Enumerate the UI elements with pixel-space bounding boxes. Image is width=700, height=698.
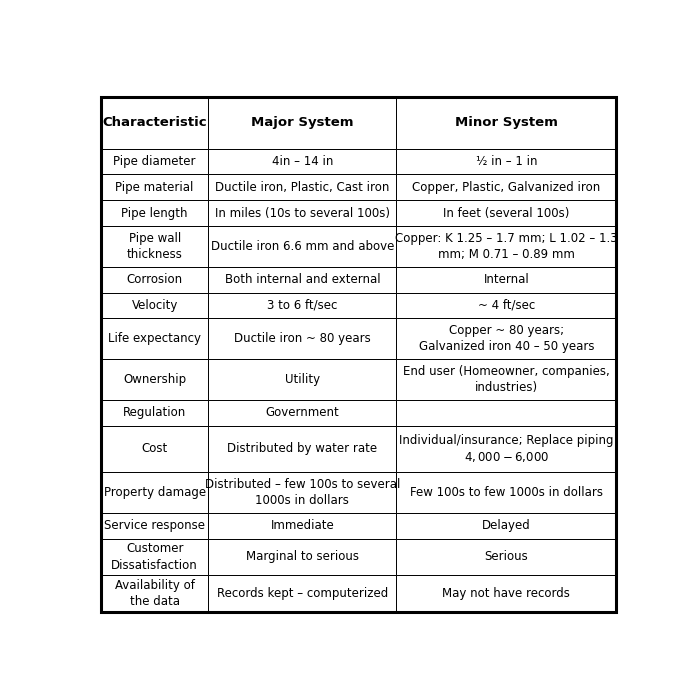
Text: Both internal and external: Both internal and external [225,273,380,286]
Bar [209,318,396,359]
Bar [209,97,396,149]
Bar [209,174,396,200]
Text: Pipe diameter: Pipe diameter [113,155,196,168]
Text: 4in – 14 in: 4in – 14 in [272,155,333,168]
Text: Pipe wall
thickness: Pipe wall thickness [127,232,183,261]
Bar [209,292,396,318]
Bar [396,149,617,174]
Bar [209,400,396,426]
Text: Availability of
the data: Availability of the data [115,579,195,608]
Text: Immediate: Immediate [270,519,334,533]
Bar [396,200,617,226]
Bar [101,226,209,267]
Text: Marginal to serious: Marginal to serious [246,551,359,563]
Bar [396,226,617,267]
Bar [101,539,209,575]
Bar [209,359,396,400]
Text: Characteristic: Characteristic [102,117,207,129]
Bar [101,292,209,318]
Text: Records kept – computerized: Records kept – computerized [217,587,388,600]
Text: Pipe material: Pipe material [116,181,194,194]
Bar [209,472,396,513]
Text: Copper ~ 80 years;
Galvanized iron 40 – 50 years: Copper ~ 80 years; Galvanized iron 40 – … [419,324,594,353]
Bar [209,267,396,292]
Text: 3 to 6 ft/sec: 3 to 6 ft/sec [267,299,337,312]
Bar [396,426,617,472]
Text: Internal: Internal [484,273,529,286]
Text: Copper: K 1.25 – 1.7 mm; L 1.02 – 1.3
mm; M 0.71 – 0.89 mm: Copper: K 1.25 – 1.7 mm; L 1.02 – 1.3 mm… [395,232,617,261]
Text: Velocity: Velocity [132,299,178,312]
Bar [396,318,617,359]
Bar [101,267,209,292]
Bar [101,174,209,200]
Bar [396,267,617,292]
Bar [209,226,396,267]
Text: Service response: Service response [104,519,205,533]
Bar [396,539,617,575]
Text: In miles (10s to several 100s): In miles (10s to several 100s) [215,207,390,220]
Text: Customer
Dissatisfaction: Customer Dissatisfaction [111,542,198,572]
Text: Major System: Major System [251,117,354,129]
Text: ½ in – 1 in: ½ in – 1 in [476,155,537,168]
Text: Utility: Utility [285,373,320,386]
Text: Distributed – few 100s to several
1000s in dollars: Distributed – few 100s to several 1000s … [204,478,400,507]
Bar [101,318,209,359]
Bar [209,200,396,226]
Text: Serious: Serious [484,551,528,563]
Bar [209,513,396,539]
Bar [396,174,617,200]
Bar [101,400,209,426]
Text: Ductile iron 6.6 mm and above: Ductile iron 6.6 mm and above [211,240,394,253]
Text: Ownership: Ownership [123,373,186,386]
Text: Ductile iron, Plastic, Cast iron: Ductile iron, Plastic, Cast iron [215,181,389,194]
Text: Pipe length: Pipe length [121,207,188,220]
Bar [209,149,396,174]
Text: Regulation: Regulation [123,406,186,419]
Bar [209,575,396,611]
Text: Distributed by water rate: Distributed by water rate [228,443,377,456]
Text: Life expectancy: Life expectancy [108,332,201,346]
Text: ~ 4 ft/sec: ~ 4 ft/sec [478,299,535,312]
Bar [209,426,396,472]
Text: Delayed: Delayed [482,519,531,533]
Text: Few 100s to few 1000s in dollars: Few 100s to few 1000s in dollars [410,486,603,499]
Text: Minor System: Minor System [455,117,558,129]
Text: Ductile iron ~ 80 years: Ductile iron ~ 80 years [234,332,371,346]
Bar [396,97,617,149]
Text: In feet (several 100s): In feet (several 100s) [443,207,570,220]
Bar [101,359,209,400]
Bar [396,513,617,539]
Bar [101,200,209,226]
Text: End user (Homeowner, companies,
industries): End user (Homeowner, companies, industri… [403,365,610,394]
Bar [101,149,209,174]
Bar [396,400,617,426]
Bar [101,426,209,472]
Text: Corrosion: Corrosion [127,273,183,286]
Text: Copper, Plastic, Galvanized iron: Copper, Plastic, Galvanized iron [412,181,601,194]
Bar [396,575,617,611]
Bar [101,513,209,539]
Text: Individual/insurance; Replace piping
$4,000 - $6,000: Individual/insurance; Replace piping $4,… [399,433,614,464]
Text: Cost: Cost [141,443,168,456]
Bar [101,472,209,513]
Text: Government: Government [265,406,340,419]
Bar [101,575,209,611]
Bar [396,472,617,513]
Text: Property damage: Property damage [104,486,206,499]
Bar [101,97,209,149]
Bar [209,539,396,575]
Text: May not have records: May not have records [442,587,570,600]
Bar [396,292,617,318]
Bar [396,359,617,400]
